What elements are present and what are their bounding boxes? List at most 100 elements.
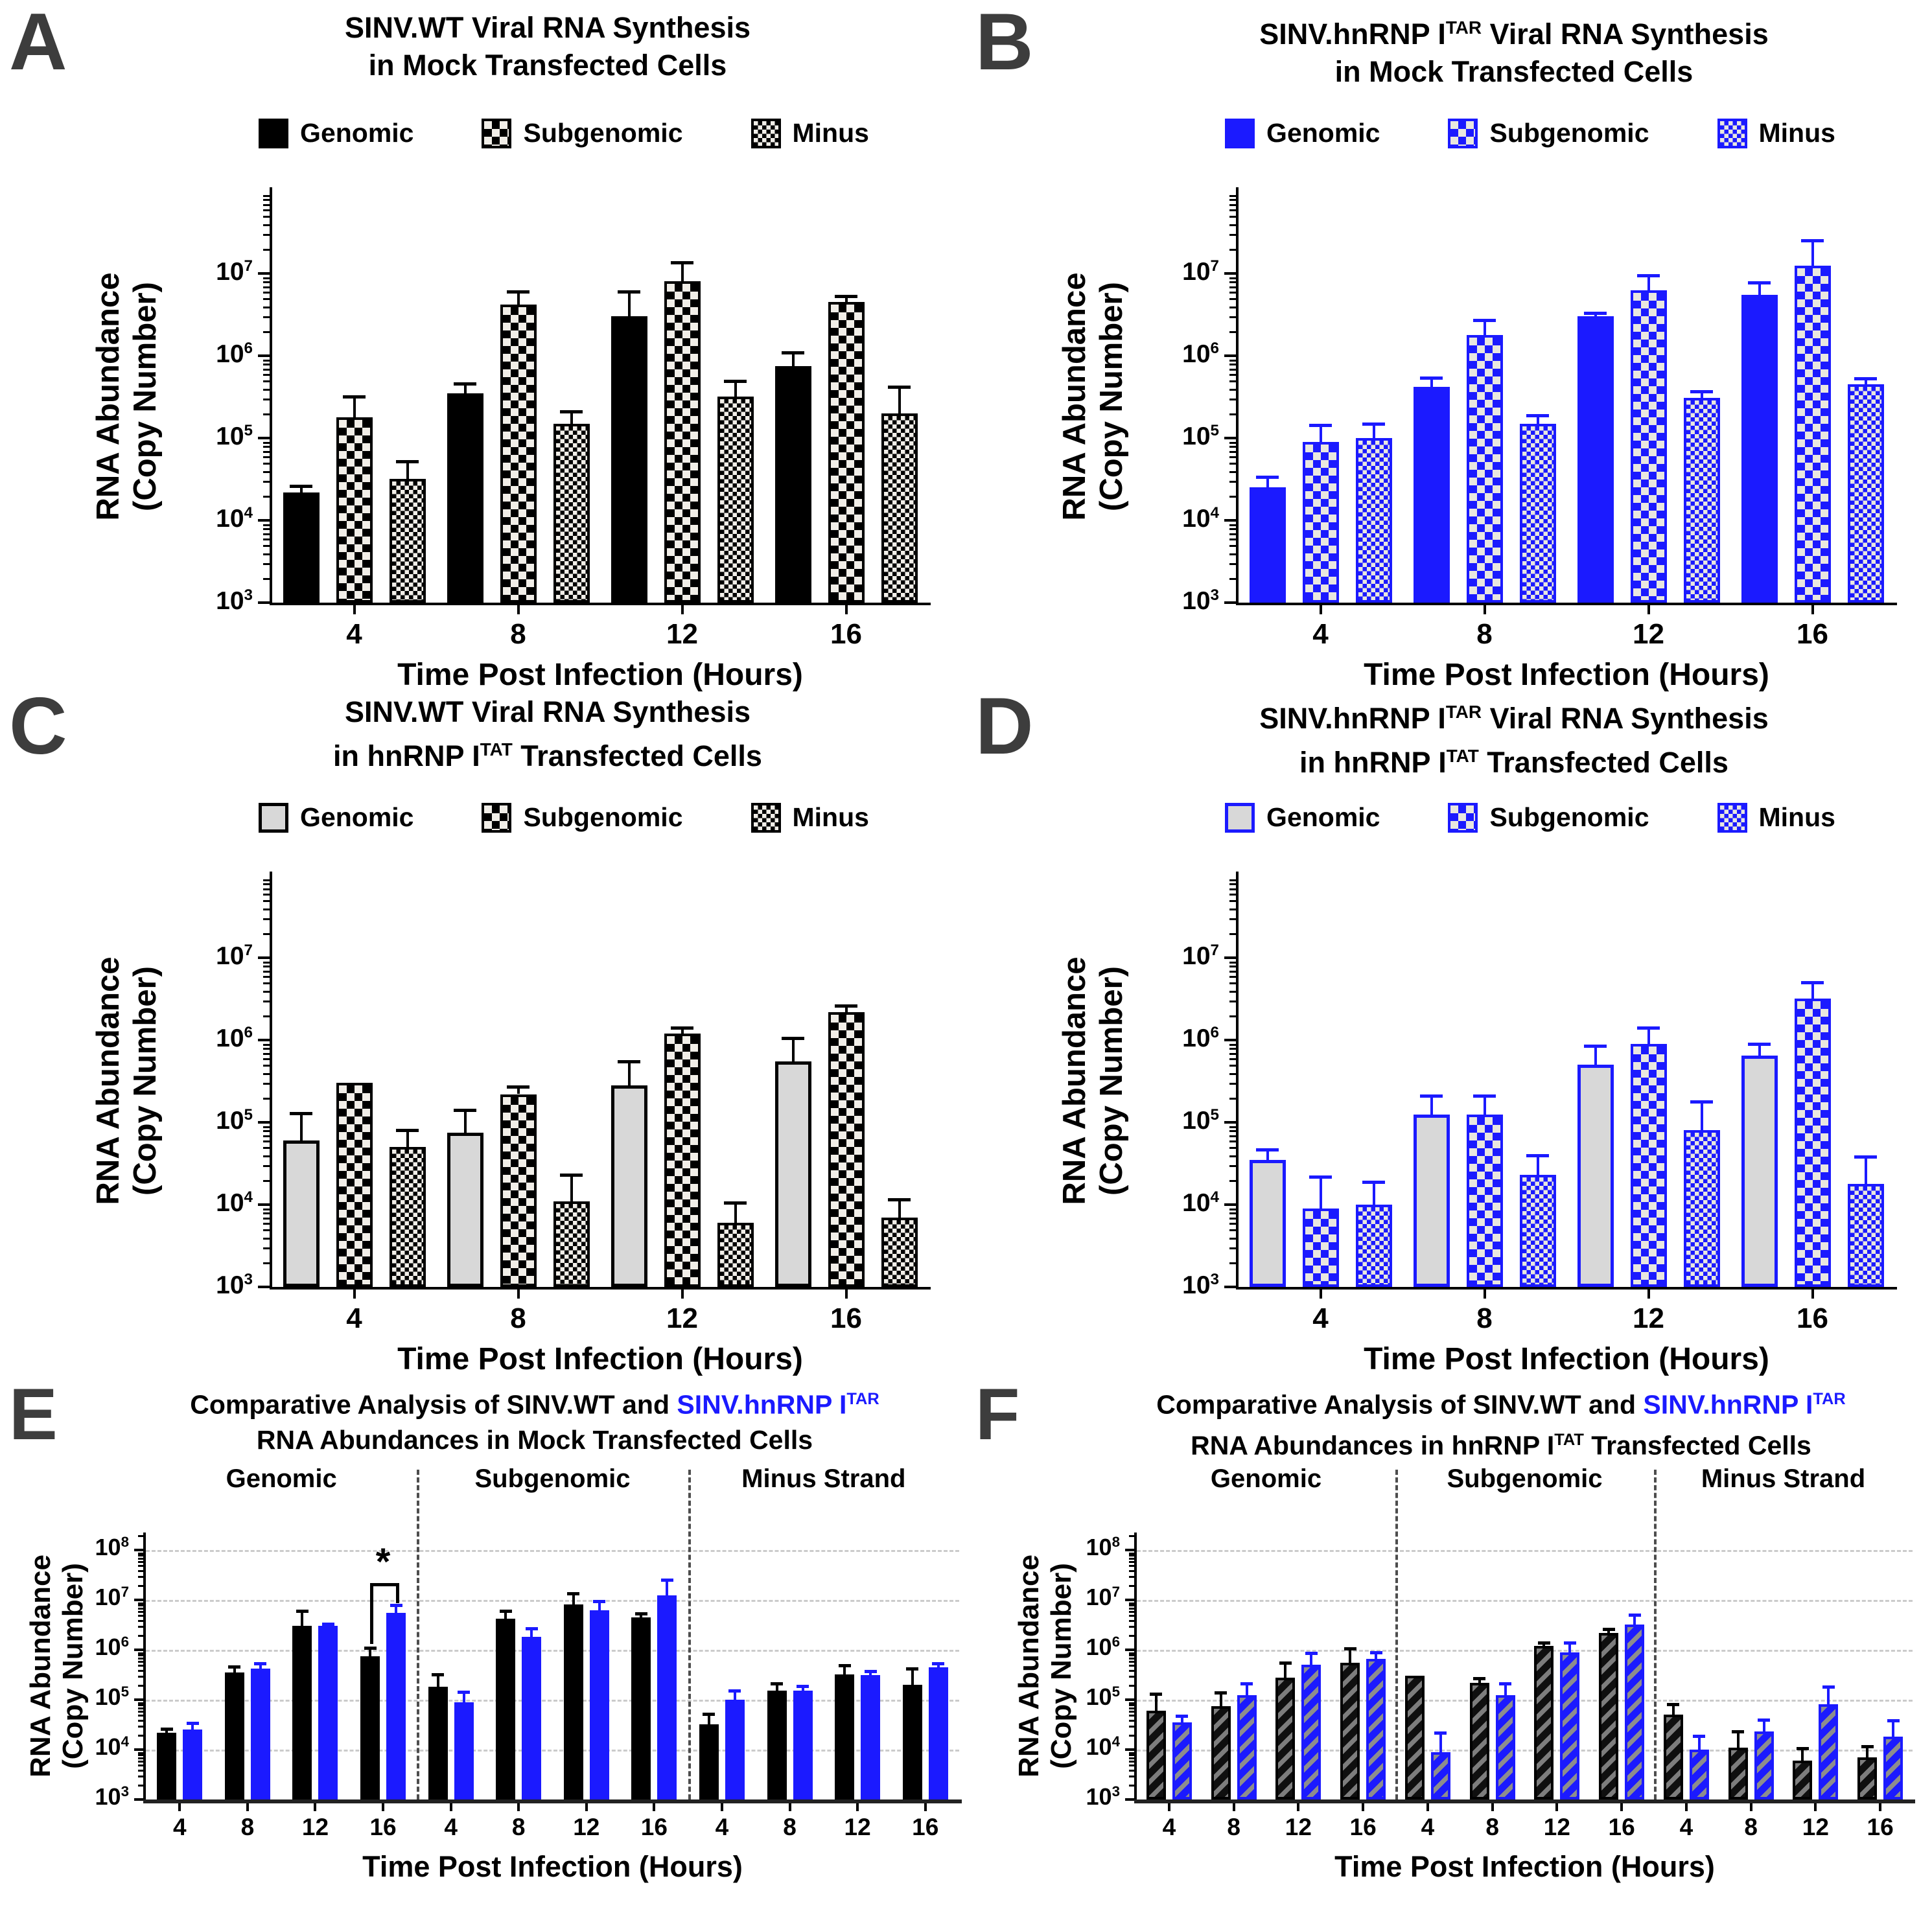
y-axis-title-line: (Copy Number)	[57, 1563, 89, 1769]
panel-letter-A: A	[9, 0, 67, 87]
bar-sinv-wt-8h	[1211, 1706, 1231, 1799]
panel-B: B SINV.hnRNP ITAR Viral RNA Synthesis in …	[966, 0, 1932, 692]
bar-sinv-hnrnp-i-tar-16h	[386, 1612, 406, 1799]
bar-sinv-wt-12h	[1275, 1677, 1296, 1799]
y-minor-tick	[1229, 368, 1236, 371]
y-minor-tick	[138, 1652, 143, 1654]
error-bar-stem	[1801, 1748, 1804, 1761]
bar-subgenomic-4h	[336, 1083, 373, 1287]
x-tick	[788, 1803, 791, 1811]
title-segment: in Mock Transfected Cells	[368, 49, 727, 82]
error-bar-cap	[560, 1174, 583, 1177]
y-tick-label: 106	[1086, 1634, 1120, 1660]
legend-item-subgenomic: Subgenomic	[482, 118, 683, 148]
y-major-tick	[1224, 272, 1236, 275]
y-minor-tick	[1229, 1237, 1236, 1240]
legend-item-minus: Minus	[1717, 118, 1835, 148]
error-bar-stem	[1319, 424, 1322, 442]
y-minor-tick	[1229, 961, 1236, 964]
error-bar-cap	[1362, 422, 1385, 426]
y-major-tick	[258, 1203, 270, 1206]
bar-subgenomic-4h	[1302, 1208, 1339, 1287]
bar-sinv-hnrnp-i-tar-8h	[1237, 1695, 1257, 1799]
y-minor-tick	[1129, 1657, 1134, 1660]
error-bar-cap	[1801, 239, 1824, 243]
subgenomic-pattern-swatch	[1448, 802, 1478, 833]
error-bar-stem	[463, 383, 467, 393]
y-minor-tick	[1229, 1147, 1236, 1150]
bar-sinv-wt-16h	[902, 1684, 922, 1799]
gridline	[1137, 1650, 1913, 1652]
y-major-tick	[134, 1748, 143, 1751]
legend-label: Genomic	[300, 118, 414, 148]
bar-sinv-wt-16h	[1340, 1662, 1360, 1799]
x-tick	[353, 605, 356, 614]
y-minor-tick	[1129, 1661, 1134, 1663]
y-minor-tick	[1229, 1140, 1236, 1143]
y-minor-tick	[1129, 1702, 1134, 1704]
error-bar-stem	[1310, 1653, 1313, 1665]
y-minor-tick	[263, 1052, 270, 1055]
y-minor-tick	[263, 399, 270, 401]
x-tick	[1879, 1803, 1882, 1811]
y-minor-tick	[1229, 286, 1236, 288]
y-minor-tick	[263, 908, 270, 910]
y-minor-tick	[263, 976, 270, 978]
x-tick-label: 8	[1485, 1814, 1499, 1840]
x-tick-label: 12	[573, 1814, 600, 1840]
error-bar-cap	[1369, 1650, 1382, 1654]
panel-title-line: Comparative Analysis of SINV.WT and SINV…	[1077, 1382, 1926, 1422]
x-tick	[653, 1803, 656, 1811]
bar-subgenomic-4h	[336, 417, 373, 603]
y-minor-tick	[138, 1607, 143, 1610]
y-minor-tick	[1229, 441, 1236, 444]
x-tick-label: 8	[240, 1814, 255, 1840]
y-minor-tick	[1129, 1604, 1134, 1607]
error-bar-stem	[791, 352, 795, 366]
y-minor-tick	[138, 1704, 143, 1707]
x-tick-label: 4	[346, 1302, 362, 1334]
y-minor-tick	[1229, 1135, 1236, 1137]
y-minor-tick	[1229, 1083, 1236, 1085]
x-tick	[449, 1803, 452, 1811]
y-minor-tick	[1129, 1557, 1134, 1560]
x-tick-label: 12	[666, 1302, 698, 1334]
y-minor-tick	[1229, 918, 1236, 921]
error-bar-cap	[728, 1689, 741, 1693]
y-minor-tick	[263, 1043, 270, 1046]
x-tick	[844, 605, 848, 614]
x-tick	[517, 605, 520, 614]
error-bar-stem	[463, 1110, 467, 1133]
y-tick-label: 106	[1182, 1024, 1219, 1052]
y-major-tick	[1125, 1599, 1134, 1601]
y-minor-tick	[1129, 1576, 1134, 1579]
y-minor-tick	[1229, 1015, 1236, 1017]
y-minor-tick	[1229, 194, 1236, 197]
genomic-pattern-swatch	[259, 118, 289, 148]
y-major-tick	[1224, 601, 1236, 604]
error-bar-stem	[1180, 1716, 1183, 1723]
y-minor-tick	[1229, 364, 1236, 366]
y-minor-tick	[263, 1072, 270, 1075]
y-axis-line	[1236, 187, 1239, 605]
panel-title-line: in Mock Transfected Cells	[156, 47, 940, 84]
title-segment: SINV.hnRNP I	[677, 1389, 847, 1420]
y-minor-tick	[1229, 1058, 1236, 1061]
error-bar-cap	[1420, 1094, 1443, 1098]
bar-genomic-16h	[774, 1061, 811, 1287]
x-tick-label: 16	[640, 1814, 668, 1840]
y-tick-label: 103	[1182, 1271, 1219, 1299]
y-tick-label: 106	[216, 1024, 253, 1052]
title-segment: SINV.hnRNP I	[1259, 17, 1446, 51]
y-minor-tick	[138, 1661, 143, 1663]
error-bar-stem	[681, 1028, 684, 1034]
error-bar-stem	[1864, 378, 1867, 385]
title-segment: in Mock Transfected Cells	[1334, 55, 1693, 88]
error-bar-cap	[1584, 1044, 1607, 1048]
section-label: Subgenomic	[474, 1464, 631, 1493]
bar-minus-16h	[1847, 384, 1884, 603]
x-tick-label: 16	[1867, 1814, 1894, 1840]
title-segment: TAT	[1446, 746, 1479, 766]
gridline	[1137, 1750, 1913, 1752]
y-minor-tick	[263, 359, 270, 362]
